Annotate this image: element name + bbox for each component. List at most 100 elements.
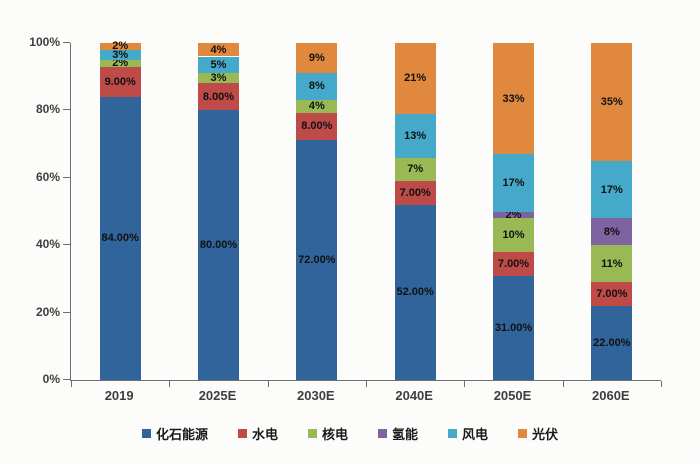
segment-value-label: 3% xyxy=(112,48,129,61)
bar-segment-化石能源 xyxy=(591,305,633,380)
bar-segment-风电 xyxy=(493,154,534,212)
segment-value-label: 8% xyxy=(308,80,325,93)
segment-value-label: 80.00% xyxy=(199,239,238,252)
x-axis-tick xyxy=(366,381,367,387)
bar-segment-水电 xyxy=(591,282,633,306)
segment-value-label: 21% xyxy=(404,72,427,85)
segment-value-label: 33% xyxy=(502,92,525,105)
segment-value-label: 72.00% xyxy=(298,253,336,266)
bar-segment-氢能 xyxy=(493,211,534,219)
segment-value-label: 2% xyxy=(505,208,522,221)
y-axis-tick xyxy=(63,176,70,178)
segment-value-label: 4% xyxy=(210,43,227,56)
legend-swatch-icon xyxy=(378,429,387,438)
segment-value-label: 17% xyxy=(502,176,525,189)
x-axis-tick xyxy=(71,381,72,387)
segment-value-label: 2% xyxy=(112,40,129,53)
segment-value-label: 11% xyxy=(601,257,623,270)
segment-value-label: 35% xyxy=(600,95,623,108)
segment-value-label: 22.00% xyxy=(593,336,631,349)
segment-value-label: 9% xyxy=(308,52,325,65)
y-axis-tick xyxy=(63,109,70,111)
segment-value-label: 2% xyxy=(112,57,129,70)
x-axis-tick xyxy=(661,381,662,387)
y-axis-tick xyxy=(63,311,70,313)
bar-segment-化石能源 xyxy=(394,204,436,380)
bar-segment-风电 xyxy=(296,73,338,100)
legend-swatch-icon xyxy=(448,429,458,438)
segment-value-label: 7% xyxy=(407,163,424,176)
segment-value-label: 8.00% xyxy=(301,120,333,133)
bar-segment-光伏 xyxy=(493,43,534,155)
segment-value-label: 4% xyxy=(308,100,325,113)
legend: 化石能源 水电 核电 氢能 风电 光伏 xyxy=(0,424,700,443)
segment-value-label: 7.00% xyxy=(399,186,431,199)
legend-item-label: 氢能 xyxy=(392,427,419,442)
bar-segment-氢能 xyxy=(591,218,633,246)
legend-swatch-icon xyxy=(518,429,528,438)
legend-item-label: 核电 xyxy=(321,427,348,442)
x-axis-tick xyxy=(267,381,269,387)
legend-item-label: 水电 xyxy=(251,427,278,442)
y-axis-tick xyxy=(63,42,70,43)
segment-value-label: 8.00% xyxy=(202,90,235,103)
legend-item-风电: 风电 xyxy=(448,424,488,443)
segment-value-label: 13% xyxy=(404,129,427,142)
legend-swatch-icon xyxy=(141,429,151,438)
legend-item-label: 风电 xyxy=(462,427,489,442)
y-axis-tick-label: 80% xyxy=(35,102,60,117)
y-axis-tick xyxy=(63,379,70,380)
legend-item-光伏: 光伏 xyxy=(518,424,558,443)
bar-segment-风电 xyxy=(198,56,239,74)
bar-segment-光伏 xyxy=(99,43,141,50)
legend-item-化石能源: 化石能源 xyxy=(141,424,208,443)
segment-value-label: 17% xyxy=(600,183,623,196)
segment-value-label: 10% xyxy=(502,229,525,242)
bar-segment-核电 xyxy=(591,245,633,283)
segment-value-label: 3% xyxy=(210,72,227,85)
bar-segment-化石能源 xyxy=(99,96,141,380)
segment-value-label: 7.00% xyxy=(497,257,530,270)
bar-segment-水电 xyxy=(394,181,436,205)
bar-segment-风电 xyxy=(591,160,633,219)
y-axis-tick-label: 60% xyxy=(35,169,60,184)
x-axis-category-label: 2030E xyxy=(297,388,335,403)
bar-segment-光伏 xyxy=(591,43,633,161)
legend-swatch-icon xyxy=(237,429,247,438)
y-axis-tick-label: 20% xyxy=(35,304,60,319)
legend-item-label: 化石能源 xyxy=(155,427,208,442)
segment-value-label: 52.00% xyxy=(396,286,434,299)
y-axis-tick xyxy=(63,244,70,246)
bar-segment-核电 xyxy=(493,218,534,252)
bar-segment-光伏 xyxy=(198,43,239,57)
segment-value-label: 31.00% xyxy=(494,321,533,334)
x-axis-tick xyxy=(562,381,564,387)
x-axis-category-label: 2060E xyxy=(592,388,630,403)
segment-value-label: 7.00% xyxy=(596,288,628,301)
bar-segment-化石能源 xyxy=(493,275,534,380)
y-axis-tick-label: 0% xyxy=(42,372,60,386)
x-axis-category-label: 2040E xyxy=(395,388,433,403)
bar-segment-风电 xyxy=(99,49,141,60)
bar-segment-核电 xyxy=(296,99,338,114)
legend-item-氢能: 氢能 xyxy=(378,424,418,443)
segment-value-label: 9.00% xyxy=(104,75,136,88)
bar-segment-光伏 xyxy=(296,43,338,74)
bar-segment-化石能源 xyxy=(198,110,239,380)
x-axis-category-label: 2019 xyxy=(104,388,134,403)
legend-item-label: 光伏 xyxy=(532,427,559,442)
y-axis-tick-label: 40% xyxy=(35,237,60,252)
bar-segment-核电 xyxy=(99,59,141,67)
bar-segment-风电 xyxy=(394,113,436,158)
bar-segment-水电 xyxy=(198,83,239,111)
legend-item-水电: 水电 xyxy=(237,424,278,443)
x-axis-tick xyxy=(169,381,171,387)
x-axis-category-label: 2050E xyxy=(493,388,532,403)
segment-value-label: 84.00% xyxy=(101,232,139,245)
legend-item-核电: 核电 xyxy=(307,424,348,443)
bar-segment-化石能源 xyxy=(296,139,338,380)
bar-segment-水电 xyxy=(493,251,534,276)
x-axis-category-label: 2025E xyxy=(198,388,237,403)
plot-area: 84.00% 9.00% 2% 3% 2% 80.00% 8.00% 3% 5% 4% 72.00%… xyxy=(63,40,662,387)
